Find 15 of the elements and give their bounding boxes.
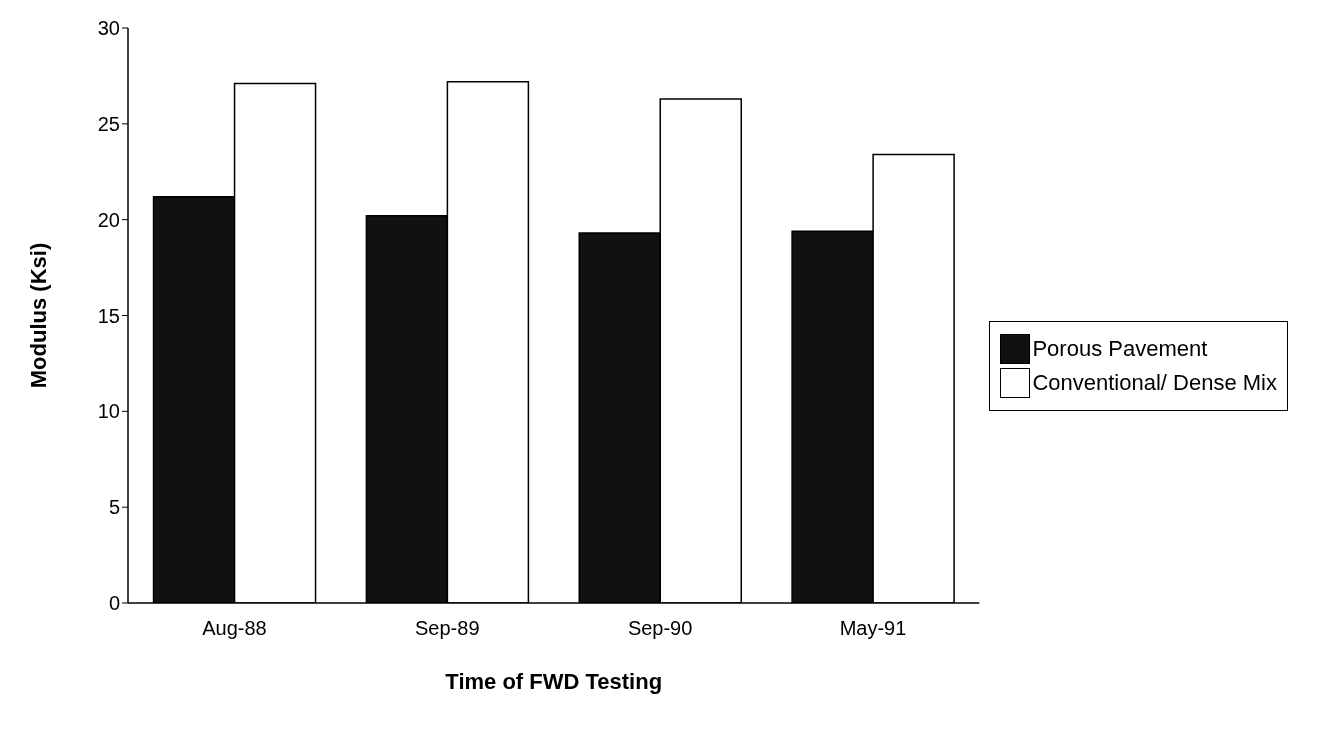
y-tick-label: 5 (108, 496, 120, 519)
x-axis-title: Time of FWD Testing (445, 668, 663, 694)
x-tick-label: Sep-89 (415, 617, 480, 640)
y-tick-label: 10 (97, 400, 120, 423)
x-tick-label: May-91 (839, 617, 907, 640)
legend-label: Porous Pavement (1032, 335, 1208, 362)
y-axis-title: Modulus (Ksi) (25, 242, 51, 389)
x-tick-label: Sep-90 (627, 617, 693, 640)
y-tick-label: 15 (97, 304, 120, 327)
legend-label: Conventional/ Dense Mix (1032, 369, 1277, 396)
y-tick-label: 30 (97, 17, 120, 40)
y-tick-label: 25 (97, 112, 120, 135)
x-tick-label: Aug-88 (202, 617, 267, 640)
y-tick-label: 0 (108, 592, 120, 615)
y-tick-label: 20 (97, 208, 120, 231)
